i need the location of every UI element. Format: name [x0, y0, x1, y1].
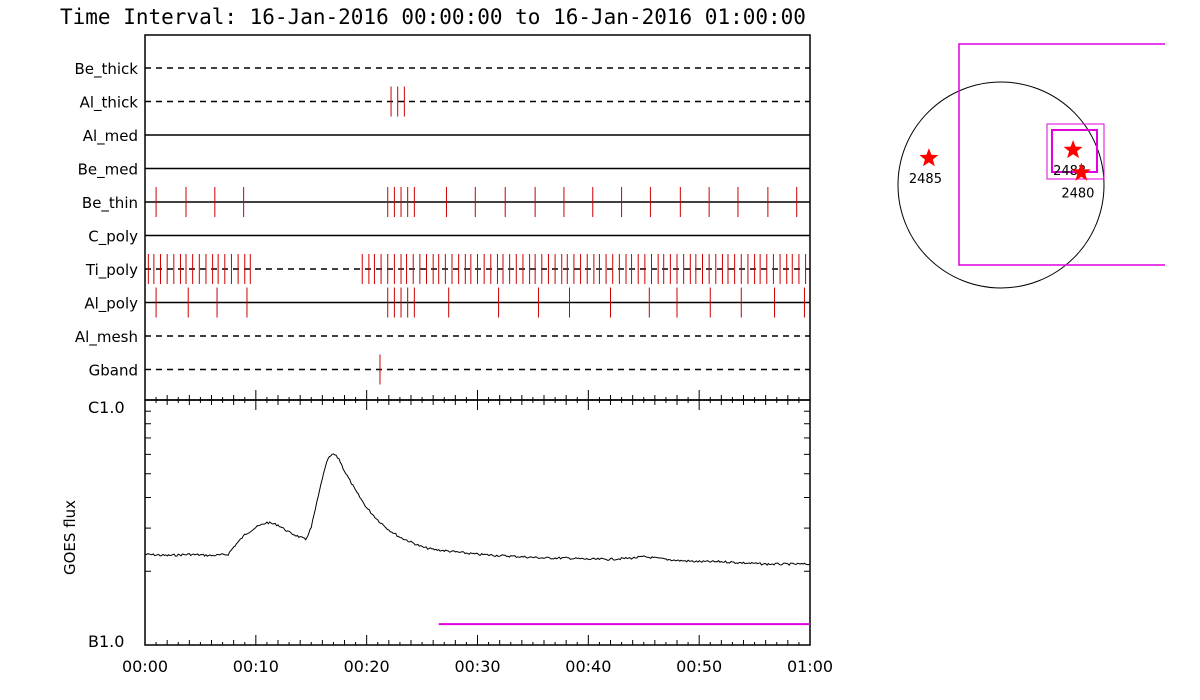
region-star-2485 — [919, 148, 939, 167]
goes-flux-curve — [144, 453, 811, 567]
row-label-be_med: Be_med — [78, 161, 138, 180]
x-tick-label-3: 00:30 — [454, 657, 500, 676]
row-label-c_poly: C_poly — [88, 228, 138, 247]
fov-box-large — [958, 43, 1165, 266]
region-label-2480: 2480 — [1061, 187, 1094, 202]
row-label-be_thick: Be_thick — [74, 60, 138, 79]
x-tick-label-2: 00:20 — [344, 657, 390, 676]
x-tick-label-6: 01:00 — [787, 657, 833, 676]
region-star-2483 — [1063, 140, 1083, 159]
x-tick-label-4: 00:40 — [565, 657, 611, 676]
event-timeline-panel: Be_thick Al_thick Al_med Be_med Be_thin C_pol… — [74, 34, 811, 401]
solar-disk-outline — [897, 81, 1105, 289]
goes-flux-panel: C1.0 B1.0 GOES flux 00:00 00:10 00:20 00:30… — [61, 390, 833, 676]
y-axis-label: GOES flux — [61, 500, 79, 575]
region-star-2480 — [1071, 162, 1091, 181]
row-label-ti_poly: Ti_poly — [85, 261, 138, 280]
goes-frame — [144, 399, 811, 646]
y-tick-label-bottom: B1.0 — [88, 632, 124, 651]
row-label-be_thin: Be_thin — [82, 194, 138, 213]
timeline-frame — [144, 34, 811, 401]
row-label-al_med: Al_med — [83, 127, 138, 146]
x-tick-label-5: 00:50 — [676, 657, 722, 676]
row-label-al_mesh: Al_mesh — [75, 328, 138, 347]
fov-box-outer — [1046, 123, 1105, 180]
fov-box-inner — [1051, 129, 1098, 173]
row-label-al_poly: Al_poly — [84, 295, 138, 314]
region-label-2485: 2485 — [909, 172, 942, 187]
x-tick-label-1: 00:10 — [233, 657, 279, 676]
time-interval-title: Time Interval: 16-Jan-2016 00:00:00 to 1… — [60, 5, 806, 29]
y-tick-label-top: C1.0 — [88, 398, 125, 417]
row-label-al_thick: Al_thick — [80, 94, 139, 113]
row-label-gband: Gband — [89, 362, 138, 380]
x-tick-label-0: 00:00 — [122, 657, 168, 676]
